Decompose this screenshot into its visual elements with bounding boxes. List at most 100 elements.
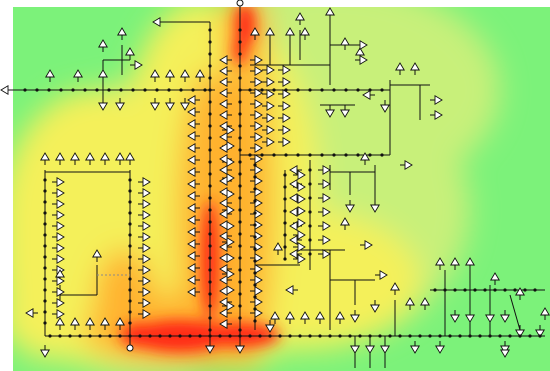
bus-dot-icon	[238, 208, 242, 212]
triangle-load-icon	[180, 69, 190, 78]
bus-dot-icon	[428, 334, 432, 338]
triangle-load-icon	[219, 121, 228, 131]
bus-dot-icon	[308, 210, 312, 214]
triangle-load-icon	[250, 27, 260, 36]
triangle-load-icon	[56, 221, 65, 231]
bus-dot-icon	[272, 88, 276, 92]
bus-dot-icon	[238, 172, 242, 176]
bus-nodes	[23, 0, 542, 352]
triangle-load-icon	[219, 231, 228, 241]
triangle-load-icon	[70, 317, 80, 326]
triangle-load-icon	[289, 207, 298, 217]
bus-dot-icon	[238, 148, 242, 152]
triangle-load-icon	[40, 349, 50, 358]
bus-dot-icon	[68, 334, 72, 338]
bus-dot-icon	[208, 64, 212, 68]
bus-dot-icon	[208, 256, 212, 260]
triangle-load-icon	[364, 240, 373, 250]
triangle-load-icon	[297, 206, 306, 216]
bus-dot-icon	[272, 153, 276, 157]
bus-dot-icon	[83, 88, 87, 92]
triangle-load-icon	[226, 237, 235, 247]
triangle-load-icon	[40, 152, 50, 161]
triangle-load-icon	[322, 165, 331, 175]
bus-dot-icon	[238, 76, 242, 80]
bus-dot-icon	[208, 328, 212, 332]
triangle-load-icon	[142, 298, 151, 308]
bus-dot-icon	[433, 288, 437, 292]
triangle-load-icon	[322, 193, 331, 203]
bus-dot-icon	[328, 334, 332, 338]
triangle-load-icon	[226, 269, 235, 279]
bus-dot-icon	[238, 184, 242, 188]
triangle-load-icon	[322, 249, 331, 259]
bus-dot-icon	[408, 334, 412, 338]
bus-dot-icon	[278, 334, 282, 338]
triangle-load-icon	[187, 275, 196, 285]
bus-dot-icon	[418, 334, 422, 338]
triangle-load-icon	[187, 131, 196, 141]
bus-dot-icon	[253, 295, 257, 299]
bus-dot-icon	[238, 196, 242, 200]
triangle-load-icon	[55, 152, 65, 161]
bus-dot-icon	[131, 88, 135, 92]
triangle-load-icon	[219, 110, 228, 120]
triangle-load-icon	[254, 242, 263, 252]
bus-dot-icon	[208, 220, 212, 224]
triangle-load-icon	[187, 287, 196, 297]
triangle-load-icon	[219, 220, 228, 230]
bus-dot-icon	[43, 211, 47, 215]
triangle-load-icon	[219, 286, 228, 296]
triangle-load-icon	[297, 182, 306, 192]
bus-dot-icon	[508, 334, 512, 338]
triangle-load-icon	[380, 104, 390, 113]
triangle-load-icon	[115, 102, 125, 111]
bus-dot-icon	[238, 292, 242, 296]
triangle-load-icon	[359, 40, 368, 50]
triangle-load-icon	[266, 89, 275, 99]
triangle-load-icon	[285, 311, 295, 320]
bus-dot-icon	[218, 334, 222, 338]
bus-dot-icon	[43, 321, 47, 325]
triangle-load-icon	[254, 110, 263, 120]
bus-dot-icon	[238, 160, 242, 164]
bus-dot-icon	[298, 334, 302, 338]
bus-dot-icon	[358, 334, 362, 338]
triangle-load-icon	[142, 210, 151, 220]
triangle-load-icon	[56, 199, 65, 209]
bus-dot-icon	[238, 52, 242, 56]
triangle-load-icon	[300, 311, 310, 320]
triangle-load-icon	[100, 317, 110, 326]
bus-dot-icon	[308, 334, 312, 338]
bus-dot-icon	[128, 244, 132, 248]
triangle-load-icon	[142, 177, 151, 187]
bus-dot-icon	[284, 153, 288, 157]
triangle-load-icon	[125, 152, 135, 161]
bus-dot-icon	[253, 163, 257, 167]
triangle-load-icon	[515, 287, 525, 296]
triangle-load-icon	[500, 345, 510, 354]
bus-dot-icon	[43, 310, 47, 314]
triangle-load-icon	[117, 27, 127, 36]
bus-dot-icon	[380, 88, 384, 92]
bus-dot-icon	[368, 88, 372, 92]
bus-dot-icon	[283, 197, 287, 201]
bus-dot-icon	[498, 334, 502, 338]
triangle-load-icon	[55, 317, 65, 326]
triangle-load-icon	[195, 69, 205, 78]
triangle-load-icon	[219, 154, 228, 164]
bus-dot-icon	[208, 334, 212, 338]
triangle-load-icon	[434, 110, 443, 120]
bus-dot-icon	[98, 334, 102, 338]
triangle-load-icon	[289, 165, 298, 175]
triangle-load-icon	[142, 221, 151, 231]
triangle-load-icon	[56, 232, 65, 242]
bus-dot-icon	[368, 153, 372, 157]
triangle-load-icon	[165, 102, 175, 111]
triangle-load-icon	[115, 317, 125, 326]
bus-dot-icon	[253, 271, 257, 275]
triangle-load-icon	[73, 69, 83, 78]
triangle-load-icon	[365, 345, 375, 354]
triangle-load-icon	[219, 99, 228, 109]
triangle-load-icon	[410, 62, 420, 71]
